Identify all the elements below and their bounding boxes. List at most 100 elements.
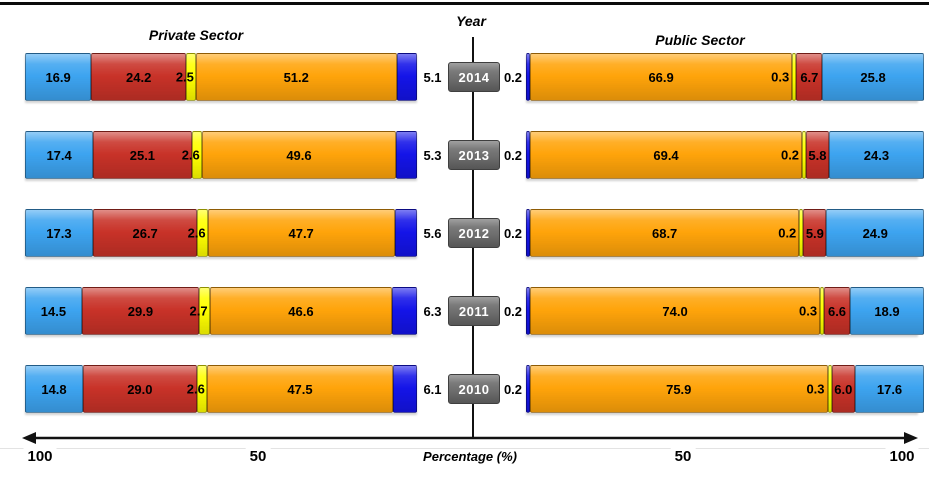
segment-private-lightblue: 14.8: [25, 365, 84, 413]
year-badge-2012: 2012: [448, 218, 500, 248]
segment-public-darkblue: [526, 53, 530, 101]
segment-value-label: 24.3: [863, 147, 890, 163]
private-sector-title: Private Sector: [148, 27, 244, 43]
segment-private-darkblue: [393, 365, 417, 413]
segment-private-darkblue: [396, 131, 417, 179]
chart-rows: 16.9 24.2 2.5 51.2 5.1 2014 0.2 66.9 0.3 6.7 25.8 1…: [25, 53, 925, 443]
segment-private-orange: 47.5: [206, 365, 394, 413]
year-cell: 2013: [448, 140, 500, 170]
segment-value-label: 29.0: [127, 381, 153, 397]
segment-value-label: 17.6: [876, 381, 903, 397]
year-row-2012: 17.3 26.7 2.6 47.7 5.6 2012 0.2 68.7 0.2 5.9 24.9: [25, 209, 925, 257]
public-bar-2012: 68.7 0.2 5.9 24.9: [526, 209, 925, 257]
segment-public-yellow: 0.2: [778, 209, 804, 257]
segment-private-orange: 49.6: [201, 131, 397, 179]
segment-public-red: 6.0: [831, 365, 856, 413]
year-cell: 2012: [448, 218, 500, 248]
segment-value-label: 47.7: [288, 225, 314, 241]
segment-value-label: 14.5: [40, 303, 67, 319]
year-badge-2014: 2014: [448, 62, 500, 92]
segment-public-red: 6.7: [796, 53, 823, 101]
year-badge-2010: 2010: [448, 374, 500, 404]
segment-value-label: 75.9: [666, 381, 692, 397]
segment-value-label: 6.6: [827, 303, 847, 319]
public-outside-value-label: 0.2: [503, 303, 523, 319]
public-outside-value-label: 0.2: [503, 147, 523, 163]
segment-value-label: 14.8: [41, 381, 67, 397]
private-bar-2011: 14.5 29.9 2.7 46.6: [25, 287, 417, 335]
segment-value-label: 0.2: [778, 225, 797, 241]
segment-private-orange: 46.6: [209, 287, 393, 335]
x-axis-arrow: [22, 432, 918, 444]
private-bar-2012: 17.3 26.7 2.6 47.7: [25, 209, 417, 257]
segment-private-darkblue: [392, 287, 417, 335]
segment-value-label: 17.4: [46, 147, 72, 163]
year-row-2014: 16.9 24.2 2.5 51.2 5.1 2014 0.2 66.9 0.3 6.7 25.8: [25, 53, 924, 101]
segment-value-label: 5.8: [808, 147, 827, 163]
private-outside-value-label: 5.6: [423, 225, 442, 241]
segment-value-label: 29.9: [127, 303, 154, 319]
segment-private-orange: 51.2: [195, 53, 397, 101]
tick-right-50: 50: [670, 448, 696, 465]
year-axis-title: Year: [456, 13, 486, 29]
public-bar-2011: 74.0 0.3 6.6 18.9: [526, 287, 925, 335]
public-outside-value-label: 0.2: [503, 69, 523, 85]
segment-value-label: 25.8: [860, 69, 886, 85]
segment-value-label: 51.2: [283, 69, 309, 85]
segment-value-label: 0.3: [799, 303, 818, 319]
segment-public-yellow: 0.3: [806, 365, 832, 413]
segment-public-darkblue: [526, 287, 530, 335]
segment-value-label: 2.6: [181, 147, 200, 163]
segment-value-label: 0.3: [771, 69, 790, 85]
segment-value-label: 26.7: [132, 225, 158, 241]
segment-private-lightblue: 17.3: [25, 209, 93, 257]
segment-public-yellow: 0.3: [799, 287, 825, 335]
segment-value-label: 2.5: [175, 69, 194, 85]
segment-value-label: 0.3: [806, 381, 825, 397]
segment-value-label: 47.5: [287, 381, 313, 397]
segment-value-label: 49.6: [286, 147, 312, 163]
segment-value-label: 74.0: [662, 303, 688, 319]
segment-private-red: 24.2: [91, 53, 187, 101]
private-bar-2014: 16.9 24.2 2.5 51.2: [25, 53, 417, 101]
segment-value-label: 25.1: [129, 147, 156, 163]
year-cell: 2014: [448, 62, 500, 92]
private-outside-value-label: 6.1: [423, 381, 442, 397]
segment-public-darkblue: [526, 365, 530, 413]
segment-value-label: 18.9: [874, 303, 900, 319]
segment-private-yellow: 2.6: [182, 131, 202, 179]
segment-value-label: 16.9: [45, 69, 71, 85]
segment-private-lightblue: 17.4: [25, 131, 94, 179]
private-outside-value-label: 5.1: [423, 69, 442, 85]
public-outside-value-label: 0.2: [503, 381, 523, 397]
segment-value-label: 17.3: [46, 225, 72, 241]
segment-public-lightblue: 24.3: [828, 131, 925, 179]
segment-value-label: 2.7: [189, 303, 208, 319]
segment-public-orange: 74.0: [530, 287, 821, 335]
segment-private-lightblue: 16.9: [25, 53, 92, 101]
public-outside-value-label: 0.2: [503, 225, 523, 241]
segment-private-yellow: 2.6: [187, 365, 207, 413]
segment-public-orange: 66.9: [530, 53, 793, 101]
segment-public-darkblue: [526, 209, 530, 257]
segment-private-darkblue: [396, 53, 417, 101]
segment-value-label: 2.6: [187, 225, 206, 241]
segment-private-orange: 47.7: [207, 209, 395, 257]
segment-private-yellow: 2.5: [176, 53, 196, 101]
segment-public-yellow: 0.2: [781, 131, 807, 179]
segment-public-yellow: 0.3: [771, 53, 797, 101]
segment-private-yellow: 2.7: [190, 287, 210, 335]
segment-public-red: 5.9: [803, 209, 827, 257]
segment-value-label: 24.2: [126, 69, 152, 85]
segment-value-label: 2.6: [186, 381, 205, 397]
segment-value-label: 0.2: [780, 147, 800, 163]
top-border-rule: [0, 2, 929, 5]
x-axis-label: Percentage (%): [417, 449, 523, 464]
tick-left-100: 100: [23, 448, 57, 465]
segment-private-lightblue: 14.5: [25, 287, 82, 335]
year-row-2013: 17.4 25.1 2.6 49.6 5.3 2013 0.2 69.4 0.2 5.8 24.3: [25, 131, 925, 179]
year-row-2010: 14.8 29.0 2.6 47.5 6.1 2010 0.2 75.9 0.3 6.0 17.6: [25, 365, 925, 413]
segment-public-lightblue: 25.8: [822, 53, 924, 101]
segment-value-label: 46.6: [288, 303, 314, 319]
segment-private-red: 26.7: [92, 209, 198, 257]
